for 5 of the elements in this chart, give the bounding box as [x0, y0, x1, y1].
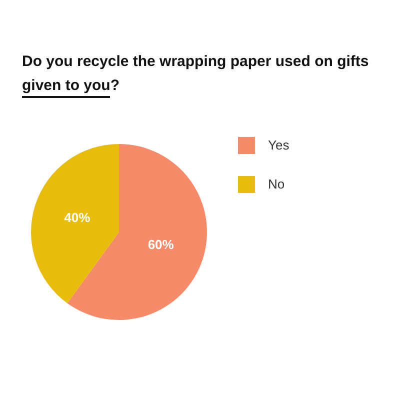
legend-label: No	[268, 176, 285, 192]
data-label: 60%	[148, 237, 174, 252]
data-label: 40%	[64, 210, 91, 225]
legend-label: Yes	[268, 138, 290, 153]
chart-title: Do you recycle the wrapping paper used on gifts given to you?	[22, 52, 370, 96]
